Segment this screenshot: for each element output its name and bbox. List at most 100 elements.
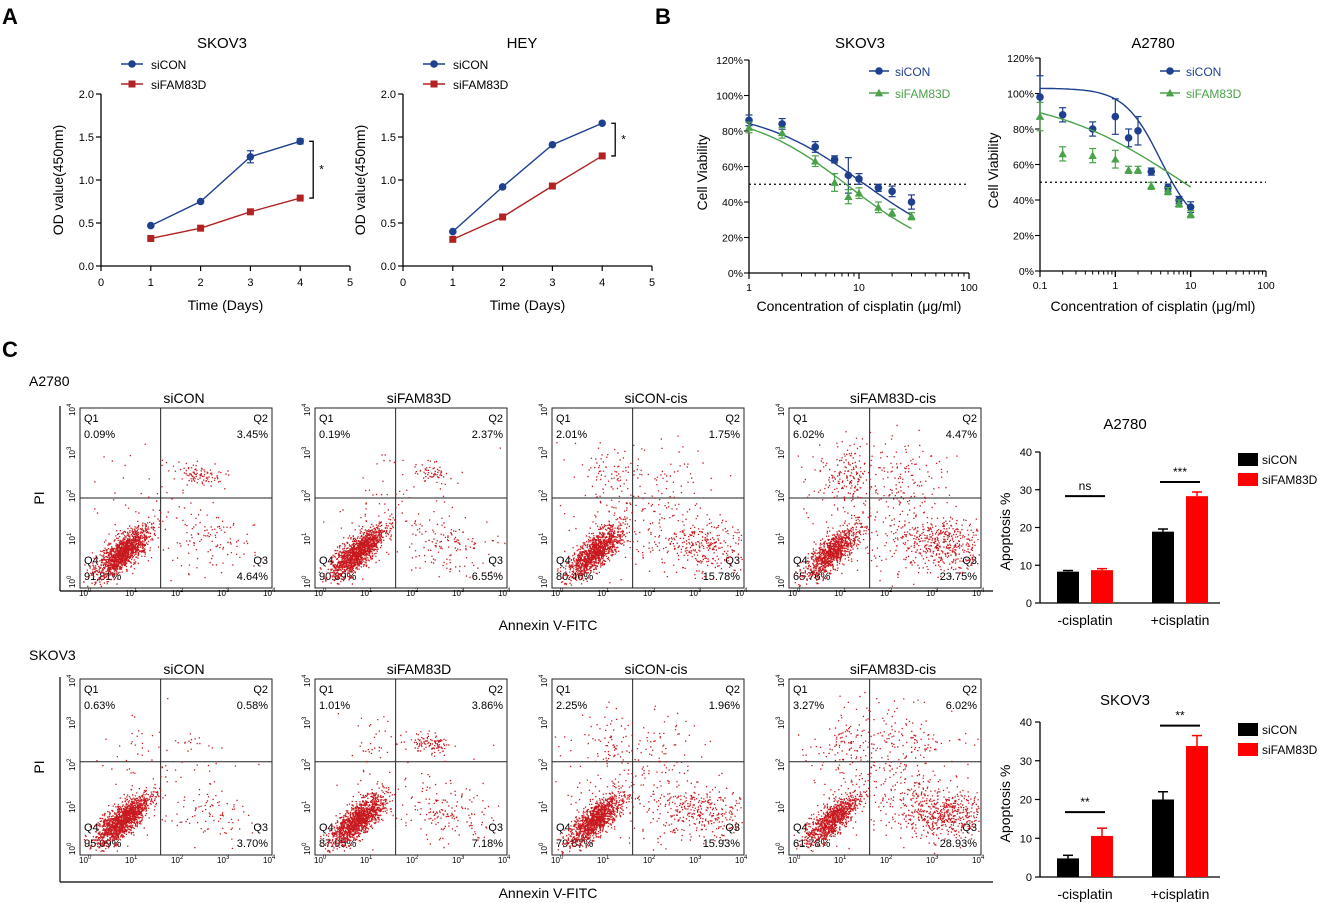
quadrant-percentage-q1: 3.27%	[793, 700, 824, 712]
x-decade-exponent: 4	[507, 588, 511, 594]
quadrant-label: Q3	[488, 822, 503, 834]
y-decade-base: 10	[777, 678, 786, 687]
x-decade-exponent: 1	[843, 588, 847, 594]
x-decade-base: 10	[498, 856, 507, 865]
chart-title: A2780	[1103, 416, 1146, 433]
quadrant-label: Q4	[556, 822, 571, 834]
panel-letter-b: B	[655, 4, 671, 29]
x-decade-base: 10	[926, 856, 935, 865]
y-decade-label: 102	[302, 758, 312, 771]
chart-title: SKOV3	[1100, 692, 1150, 709]
flow-plot-title: siCON	[163, 390, 204, 406]
bar-siCON-+cisplatin	[1152, 531, 1174, 603]
flow-x-axis-title: Annexin V-FITC	[499, 885, 598, 901]
y-decade-label: 103	[539, 716, 549, 729]
x-decade-exponent: 4	[981, 855, 985, 861]
x-decade-exponent: 3	[226, 588, 230, 594]
data-point-siCON	[1036, 93, 1044, 101]
y-decade-label: 103	[67, 716, 77, 729]
x-decade-base: 10	[360, 589, 369, 598]
x-decade-exponent: 2	[415, 855, 419, 861]
y-decade-label: 103	[539, 446, 549, 459]
y-tick-label: 0	[1026, 598, 1032, 610]
x-decade-exponent: 1	[134, 588, 138, 594]
quadrant-label: Q1	[84, 684, 99, 696]
x-decade-base: 10	[643, 589, 652, 598]
flow-plot-frame	[551, 678, 745, 856]
y-decade-exponent: 0	[67, 842, 73, 846]
y-decade-exponent: 0	[539, 842, 545, 846]
data-point-siFAM83D	[449, 235, 457, 243]
x-decade-exponent: 3	[698, 588, 702, 594]
quadrant-percentage-q4: 91.81%	[84, 571, 122, 583]
y-axis-title: Apoptosis %	[997, 765, 1013, 843]
legend-label: siFAM83D	[1262, 473, 1318, 487]
x-decade-base: 10	[125, 589, 134, 598]
legend-marker	[430, 60, 438, 68]
y-decade-label: 101	[302, 532, 312, 545]
quadrant-percentage-q3: 6.55%	[472, 571, 503, 583]
quadrant-percentage-q2: 6.02%	[946, 700, 977, 712]
data-point-siCON	[1134, 126, 1142, 135]
x-decade-exponent: 0	[560, 855, 564, 861]
y-decade-exponent: 1	[539, 532, 545, 536]
x-decade-exponent: 1	[369, 588, 373, 594]
y-tick-label: 20	[1020, 523, 1032, 535]
y-decade-label: 104	[67, 674, 77, 687]
x-decade-base: 10	[551, 589, 560, 598]
significance-marker: ***	[1173, 465, 1187, 479]
x-decade-base: 10	[452, 589, 461, 598]
data-point-siCON	[811, 143, 820, 151]
y-tick-label: 40	[1020, 717, 1032, 729]
quadrant-percentage-q1: 2.25%	[556, 700, 587, 712]
y-decade-base: 10	[303, 407, 312, 416]
y-decade-base: 10	[540, 536, 549, 545]
flow-scatter-dots	[318, 447, 506, 585]
y-decade-base: 10	[68, 804, 77, 813]
y-decade-base: 10	[303, 536, 312, 545]
x-axis-title: Time (Days)	[490, 297, 566, 313]
y-decade-exponent: 1	[776, 532, 782, 536]
x-decade-exponent: 4	[507, 855, 511, 861]
y-tick-label: 30	[1020, 485, 1032, 497]
y-decade-exponent: 2	[776, 758, 782, 762]
legend-label: siCON	[453, 58, 488, 72]
flow-scatter-dots	[83, 698, 261, 852]
chart-title: A2780	[1131, 35, 1174, 52]
quadrant-label: Q4	[319, 555, 334, 567]
y-axis-title: OD value(450nm)	[50, 125, 66, 236]
legend-label: siCON	[895, 65, 930, 79]
y-decade-exponent: 3	[302, 446, 308, 450]
y-decade-base: 10	[540, 678, 549, 687]
x-decade-base: 10	[880, 856, 889, 865]
data-point-siCON	[1147, 167, 1156, 176]
x-tick-label: 1	[746, 282, 752, 294]
y-decade-base: 10	[777, 762, 786, 771]
x-decade-base: 10	[689, 856, 698, 865]
x-decade-base: 10	[125, 856, 134, 865]
flow-plot-frame	[314, 678, 508, 856]
y-tick-label: 60%	[722, 162, 743, 174]
y-decade-exponent: 1	[302, 800, 308, 804]
x-tick-label: 1	[450, 277, 456, 289]
quadrant-percentage-q2: 0.58%	[237, 700, 268, 712]
quadrant-label: Q2	[253, 413, 268, 425]
fit-curve-siCON	[748, 122, 912, 216]
x-tick-label: 1	[1112, 280, 1118, 292]
x-decade-exponent: 4	[272, 855, 276, 861]
y-tick-label: 0.0	[381, 261, 396, 273]
x-tick-label: 4	[599, 277, 605, 289]
quadrant-label: Q2	[725, 413, 740, 425]
y-decade-label: 101	[776, 532, 786, 545]
y-decade-label: 103	[302, 716, 312, 729]
x-decade-exponent: 0	[560, 588, 564, 594]
significance-bracket	[611, 122, 616, 157]
legend-label: siCON	[1186, 65, 1221, 79]
legend-label: siFAM83D	[453, 78, 509, 92]
data-point-siCON	[196, 197, 205, 206]
y-decade-exponent: 3	[539, 716, 545, 720]
quadrant-percentage-q3: 28.93%	[940, 838, 978, 850]
